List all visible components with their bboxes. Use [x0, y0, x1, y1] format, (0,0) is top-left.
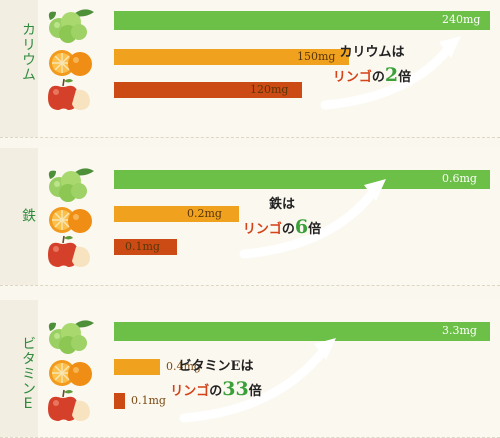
- data-label: 3.3mg: [442, 324, 477, 337]
- data-label: 0.2mg: [187, 207, 222, 220]
- callout-number: 33: [222, 378, 249, 400]
- callout-subject-text: カリウム: [339, 45, 392, 60]
- apple-icon: [44, 387, 96, 429]
- data-label: 0.6mg: [442, 172, 477, 185]
- nutrient-label: ビタミンE: [20, 336, 36, 413]
- callout-ratio: リンゴの6倍: [212, 216, 352, 241]
- green-fruit-icon: [44, 6, 96, 48]
- callout-text: カリウムは リンゴの2倍: [302, 42, 442, 89]
- nutrient-label: 鉄: [20, 208, 36, 223]
- callout-ratio: リンゴの33倍: [146, 378, 286, 403]
- bar: [114, 321, 490, 341]
- callout-ratio: リンゴの2倍: [302, 64, 442, 89]
- data-label: 0.1mg: [125, 240, 160, 253]
- apple-icon: [44, 233, 96, 275]
- callout-bai: 倍: [248, 384, 262, 399]
- data-label: 0.1mg: [131, 394, 166, 407]
- green-fruit-icon: [44, 165, 96, 207]
- bar: [114, 239, 177, 255]
- callout-particle: は: [282, 197, 296, 212]
- callout-particle: は: [240, 359, 254, 374]
- callout-no: の: [209, 384, 223, 399]
- label-column: [0, 0, 38, 137]
- orange-slice-icon: [44, 200, 96, 242]
- callout-text: ビタミンEは リンゴの33倍: [146, 356, 286, 403]
- nutrient-label: カリウム: [20, 22, 36, 82]
- orange-slice-icon: [44, 353, 96, 395]
- callout-bai: 倍: [398, 70, 412, 85]
- bar: [114, 359, 160, 375]
- callout-subject: 鉄は: [212, 194, 352, 216]
- callout-subject: カリウムは: [302, 42, 442, 64]
- label-column: [0, 300, 38, 437]
- bar: [114, 10, 490, 30]
- callout-no: の: [371, 70, 385, 85]
- bar: [114, 49, 349, 65]
- data-label: 240mg: [442, 13, 481, 26]
- green-fruit-icon: [44, 317, 96, 359]
- apple-icon: [44, 76, 96, 118]
- bar: [114, 206, 239, 222]
- callout-ringo: リンゴ: [242, 222, 282, 237]
- callout-subject-text: ビタミンE: [178, 359, 241, 374]
- bar: [114, 393, 125, 409]
- callout-subject-text: 鉄: [268, 197, 282, 212]
- callout-number: 6: [294, 216, 309, 238]
- callout-subject: ビタミンEは: [146, 356, 286, 378]
- data-label: 0.4mg: [166, 360, 201, 373]
- bar: [114, 82, 302, 98]
- callout-bai: 倍: [308, 222, 322, 237]
- orange-slice-icon: [44, 43, 96, 85]
- bar: [114, 169, 490, 189]
- callout-particle: は: [391, 45, 405, 60]
- data-label: 120mg: [250, 83, 289, 96]
- callout-ringo: リンゴ: [332, 70, 372, 85]
- callout-text: 鉄は リンゴの6倍: [212, 194, 352, 241]
- label-column: [0, 148, 38, 285]
- callout-ringo: リンゴ: [170, 384, 210, 399]
- data-label: 150mg: [297, 50, 336, 63]
- callout-no: の: [281, 222, 295, 237]
- callout-number: 2: [384, 64, 399, 86]
